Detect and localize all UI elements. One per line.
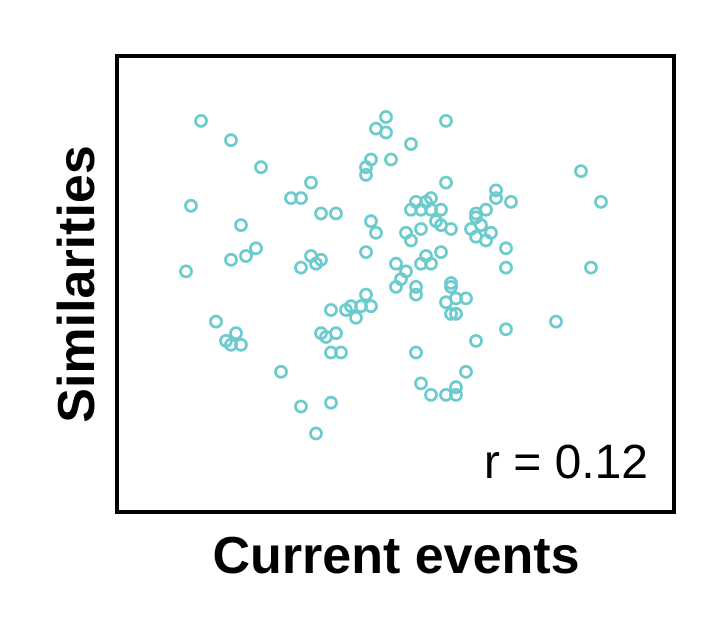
data-point	[224, 133, 238, 148]
data-point	[349, 310, 363, 325]
data-point	[309, 426, 323, 441]
data-point	[399, 264, 413, 279]
data-point	[234, 337, 248, 352]
data-point	[364, 214, 378, 229]
data-point	[234, 218, 248, 233]
data-point	[499, 241, 513, 256]
data-point	[434, 202, 448, 217]
data-point	[504, 194, 518, 209]
correlation-annotation: r = 0.12	[484, 436, 648, 489]
data-point	[359, 167, 373, 182]
data-point	[274, 364, 288, 379]
data-point	[364, 152, 378, 167]
data-point	[404, 233, 418, 248]
data-point	[594, 194, 608, 209]
data-point	[439, 387, 453, 402]
data-point	[194, 114, 208, 128]
data-point	[239, 249, 253, 263]
data-point	[369, 225, 383, 240]
x-axis-label: Current events	[213, 527, 580, 585]
data-point	[369, 121, 383, 136]
data-point	[389, 256, 403, 271]
data-point	[409, 345, 423, 360]
plot-frame	[115, 54, 676, 514]
data-point	[219, 333, 233, 348]
data-point	[549, 314, 563, 329]
data-point	[444, 279, 458, 294]
data-point	[434, 245, 448, 260]
data-point	[409, 287, 423, 302]
data-point	[424, 387, 438, 402]
data-point	[334, 345, 348, 360]
data-points-group	[179, 110, 608, 441]
data-point	[584, 260, 598, 275]
data-point	[294, 260, 308, 275]
data-point	[484, 225, 498, 240]
data-point	[499, 260, 513, 275]
data-point	[449, 306, 463, 321]
data-point	[444, 222, 458, 236]
data-point	[359, 245, 373, 260]
data-point	[209, 314, 223, 329]
data-point	[479, 202, 493, 217]
data-point	[249, 241, 263, 256]
data-point	[329, 326, 343, 341]
data-point	[439, 114, 453, 128]
data-point	[184, 198, 198, 213]
data-point	[389, 279, 403, 294]
data-point	[459, 291, 473, 306]
data-point	[359, 287, 373, 302]
data-point	[459, 364, 473, 379]
data-point	[469, 333, 483, 348]
data-point	[324, 303, 338, 317]
data-point	[314, 252, 328, 267]
data-point	[444, 306, 458, 321]
data-point	[229, 326, 243, 341]
data-point	[294, 191, 308, 206]
y-axis-label: Similarities	[48, 145, 106, 422]
data-point	[424, 256, 438, 271]
data-point	[329, 206, 343, 221]
data-point	[474, 218, 488, 233]
data-point	[254, 160, 268, 175]
data-point	[499, 322, 513, 337]
data-point	[179, 264, 193, 279]
data-point	[449, 380, 463, 395]
data-point	[414, 222, 428, 236]
data-point	[489, 191, 503, 206]
data-point	[224, 252, 238, 267]
data-point	[384, 152, 398, 167]
data-point	[379, 110, 393, 124]
data-point	[364, 299, 378, 314]
data-point	[414, 376, 428, 391]
data-point	[404, 137, 418, 151]
data-point	[304, 175, 318, 190]
data-point	[314, 206, 328, 221]
data-point	[294, 399, 308, 414]
data-point	[489, 183, 503, 198]
data-point	[324, 395, 338, 410]
data-point	[409, 279, 423, 294]
data-point	[574, 164, 588, 179]
data-point	[439, 175, 453, 190]
